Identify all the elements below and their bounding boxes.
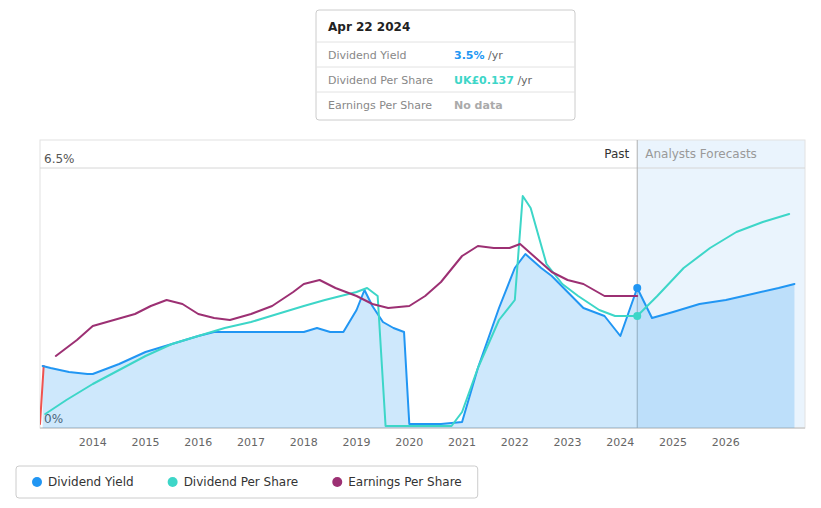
tooltip: Apr 22 2024 Dividend Yield 3.5% /yr Dividen… bbox=[316, 10, 575, 120]
x-tick-label: 2017 bbox=[237, 436, 265, 449]
x-tick-label: 2026 bbox=[712, 436, 740, 449]
transition-dot bbox=[633, 284, 641, 292]
tooltip-separator bbox=[316, 42, 575, 43]
legend-label: Dividend Yield bbox=[48, 475, 134, 489]
tooltip-value: UK£0.137 bbox=[454, 74, 514, 87]
x-tick-label: 2018 bbox=[290, 436, 318, 449]
tooltip-label: Dividend Yield bbox=[328, 49, 406, 62]
area bbox=[43, 254, 795, 428]
legend: Dividend Yield Dividend Per Share Earnings… bbox=[16, 466, 478, 498]
legend-box bbox=[16, 466, 478, 498]
tooltip-value: No data bbox=[454, 99, 503, 112]
grid-line bbox=[40, 168, 805, 169]
x-tick-label: 2019 bbox=[343, 436, 371, 449]
legend-label: Dividend Per Share bbox=[184, 475, 299, 489]
tooltip-box bbox=[316, 10, 575, 120]
tooltip-value: 3.5% bbox=[454, 49, 485, 62]
x-tick-label: 2016 bbox=[184, 436, 212, 449]
x-tick-label: 2020 bbox=[395, 436, 423, 449]
x-tick-label: 2025 bbox=[659, 436, 687, 449]
tooltip-label: Earnings Per Share bbox=[328, 99, 432, 112]
x-tick-label: 2015 bbox=[132, 436, 160, 449]
tooltip-label: Dividend Per Share bbox=[328, 74, 433, 87]
line bbox=[45, 196, 789, 426]
chart: 0%6.5%2014201520162017201820192020202120… bbox=[0, 0, 821, 508]
x-tick-label: 2021 bbox=[448, 436, 476, 449]
divider-label: Analysts Forecasts bbox=[645, 147, 757, 161]
line bbox=[40, 366, 44, 424]
x-tick-label: 2024 bbox=[606, 436, 634, 449]
tooltip-suffix: /yr bbox=[514, 74, 533, 87]
legend-swatch bbox=[168, 477, 178, 487]
legend-swatch bbox=[32, 477, 42, 487]
line bbox=[56, 244, 637, 356]
legend-swatch bbox=[332, 477, 342, 487]
x-tick-label: 2023 bbox=[554, 436, 582, 449]
x-tick-label: 2022 bbox=[501, 436, 529, 449]
y-tick-label: 6.5% bbox=[44, 152, 75, 166]
line bbox=[43, 254, 795, 424]
tooltip-title: Apr 22 2024 bbox=[328, 20, 410, 34]
divider-label: Past bbox=[604, 147, 629, 161]
tooltip-suffix: /yr bbox=[485, 49, 504, 62]
legend-label: Earnings Per Share bbox=[348, 475, 461, 489]
transition-dot bbox=[633, 312, 641, 320]
data-marks bbox=[40, 196, 794, 428]
tooltip-separator bbox=[316, 92, 575, 93]
plot-frame bbox=[40, 140, 805, 428]
x-tick-label: 2014 bbox=[79, 436, 107, 449]
tooltip-separator bbox=[316, 67, 575, 68]
